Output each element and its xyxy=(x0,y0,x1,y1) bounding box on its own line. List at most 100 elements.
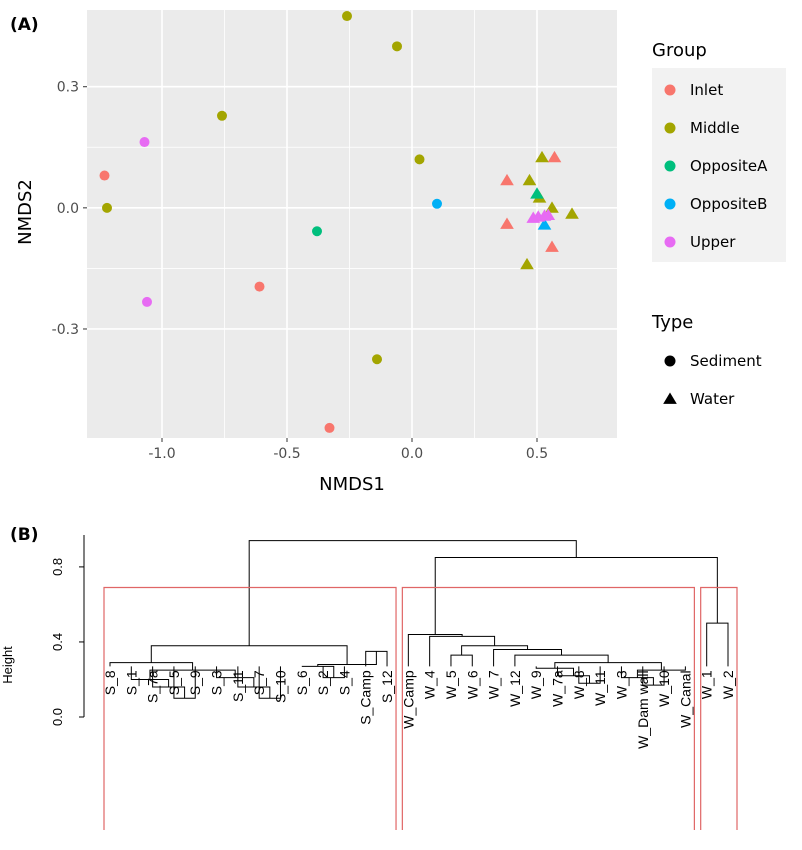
leaf-label: W_11 xyxy=(592,670,608,706)
dendrogram-branch xyxy=(493,648,563,667)
cluster-box xyxy=(401,586,695,830)
leaf-label: S_4 xyxy=(336,670,352,695)
leaf-label: W_Dam wall xyxy=(635,670,651,749)
panel-a-label: (A) xyxy=(10,15,39,35)
dendrogram-branch xyxy=(109,662,194,671)
dendrogram-branch xyxy=(636,666,686,678)
cluster-box xyxy=(700,586,738,830)
data-points xyxy=(99,11,579,433)
leaf-label: W_8 xyxy=(571,670,587,699)
grid-lines xyxy=(87,10,617,438)
point-upper-water xyxy=(541,208,556,220)
point-middle-water xyxy=(520,257,534,270)
leaf-label: S_5 xyxy=(166,670,182,695)
point-middle-sediment xyxy=(342,11,352,22)
leaf-label: S_2 xyxy=(315,670,331,695)
leaf-label: S_11 xyxy=(230,670,246,702)
leaf-label: S_12 xyxy=(379,670,395,703)
point-middle-sediment xyxy=(392,41,402,52)
legend-label-upper: Upper xyxy=(690,233,736,251)
leaf-label: W_6 xyxy=(464,670,480,699)
dendrogram-branch xyxy=(514,654,609,667)
height-axis-ticks: 0.0 0.4 0.8 xyxy=(50,558,84,726)
point-inlet-water xyxy=(547,150,562,163)
point-oppositeb-sediment xyxy=(432,198,442,209)
y-tick-label: -0.3 xyxy=(52,322,79,338)
leaf-label: S_7 xyxy=(251,670,267,695)
point-upper-sediment xyxy=(139,137,150,148)
dendrogram-branch xyxy=(301,665,335,678)
point-middle-water xyxy=(535,150,549,163)
leaf-label: W_2 xyxy=(720,670,736,699)
y-tick-label: 0.3 xyxy=(57,80,79,96)
legend-key-inlet xyxy=(664,84,676,96)
x-tick-label: 0.0 xyxy=(401,446,423,462)
legend-key-oppositea xyxy=(664,160,676,172)
point-oppositea-sediment xyxy=(312,226,322,237)
legend-key-oppositeb xyxy=(664,198,676,210)
leaf-label: S_10 xyxy=(272,670,288,703)
point-middle-sediment xyxy=(102,202,112,213)
dendrogram-branch xyxy=(317,651,377,667)
leaf-labels: S_8 S_1 S_7a S_5 S_9 S_3 S_11 S_7 S_10 S_6 S_2 S_4 S… xyxy=(102,670,736,749)
dendrogram-branch xyxy=(578,666,601,684)
height-tick-label: 0.0 xyxy=(50,708,65,726)
y-axis-title: NMDS2 xyxy=(15,179,36,245)
leaf-label: W_1 xyxy=(699,670,715,699)
point-oppositeb-water xyxy=(537,218,552,230)
leaf-label: W_4 xyxy=(422,670,438,699)
point-inlet-sediment xyxy=(324,422,335,433)
legend-label-middle: Middle xyxy=(690,119,740,137)
leaf-label: S_8 xyxy=(102,670,118,695)
leaf-label: S_7a xyxy=(145,670,161,703)
cluster-box xyxy=(103,586,397,830)
nmds-scatter-plot: -1.0 -0.5 0.0 0.5 -0.3 0.0 0.3 NMDS1 NMDS2 Gro… xyxy=(15,10,786,495)
legend-type-title: Type xyxy=(651,312,693,333)
dendrogram-branch xyxy=(554,662,662,671)
x-tick-label: -1.0 xyxy=(148,446,175,462)
y-tick-label: 0.0 xyxy=(57,201,79,217)
legend-group-title: Group xyxy=(652,40,707,61)
leaf-label: W_10 xyxy=(656,670,672,707)
dendrogram-branch xyxy=(150,645,348,665)
leaf-label: W_3 xyxy=(613,670,629,699)
legend-key-water xyxy=(663,392,677,404)
dendrogram-branch xyxy=(557,666,590,684)
y-axis-title-height: Height xyxy=(0,646,15,684)
point-inlet-water xyxy=(500,173,514,186)
dendrogram-branches xyxy=(109,540,729,699)
x-tick-label: -0.5 xyxy=(273,446,300,462)
point-upper-sediment xyxy=(142,296,152,307)
leaf-label: W_9 xyxy=(528,670,544,699)
point-middle-sediment xyxy=(414,154,425,165)
point-oppositea-water xyxy=(530,187,544,199)
axis-ticks: -1.0 -0.5 0.0 0.5 -0.3 0.0 0.3 xyxy=(52,80,548,462)
cluster-boxes xyxy=(103,586,738,830)
point-middle-sediment xyxy=(217,110,227,121)
point-inlet-sediment xyxy=(99,170,110,181)
x-axis-title: NMDS1 xyxy=(319,474,385,495)
dendrogram-branch xyxy=(216,666,255,687)
leaf-label: W_Canal xyxy=(677,670,693,728)
point-inlet-water xyxy=(500,217,514,229)
leaf-label: S_1 xyxy=(123,670,139,695)
legend-label-oppositeb: OppositeB xyxy=(690,195,767,213)
dendrogram: Height 0.0 0.4 0.8 S_8 S_1 S_7a S_5 S_9 S_3 S_11… xyxy=(0,535,738,830)
leaf-label: W_12 xyxy=(507,670,523,707)
leaf-label: W_7a xyxy=(550,670,566,707)
point-inlet-water xyxy=(545,240,559,252)
leaf-label: W_7 xyxy=(486,670,502,699)
point-middle-water xyxy=(522,173,537,186)
legend-key-sediment xyxy=(664,355,676,367)
leaf-label: S_Camp xyxy=(358,670,374,725)
point-middle-sediment xyxy=(372,354,382,365)
legend: Group Inlet Middle OppositeA OppositeB Upper… xyxy=(651,40,786,408)
height-tick-label: 0.8 xyxy=(50,558,65,576)
dendrogram-branch xyxy=(149,669,236,680)
leaf-label: S_6 xyxy=(294,670,310,695)
legend-key-upper xyxy=(664,236,676,248)
legend-key-middle xyxy=(664,122,676,134)
legend-label-water: Water xyxy=(690,390,735,408)
point-middle-water xyxy=(565,207,579,219)
